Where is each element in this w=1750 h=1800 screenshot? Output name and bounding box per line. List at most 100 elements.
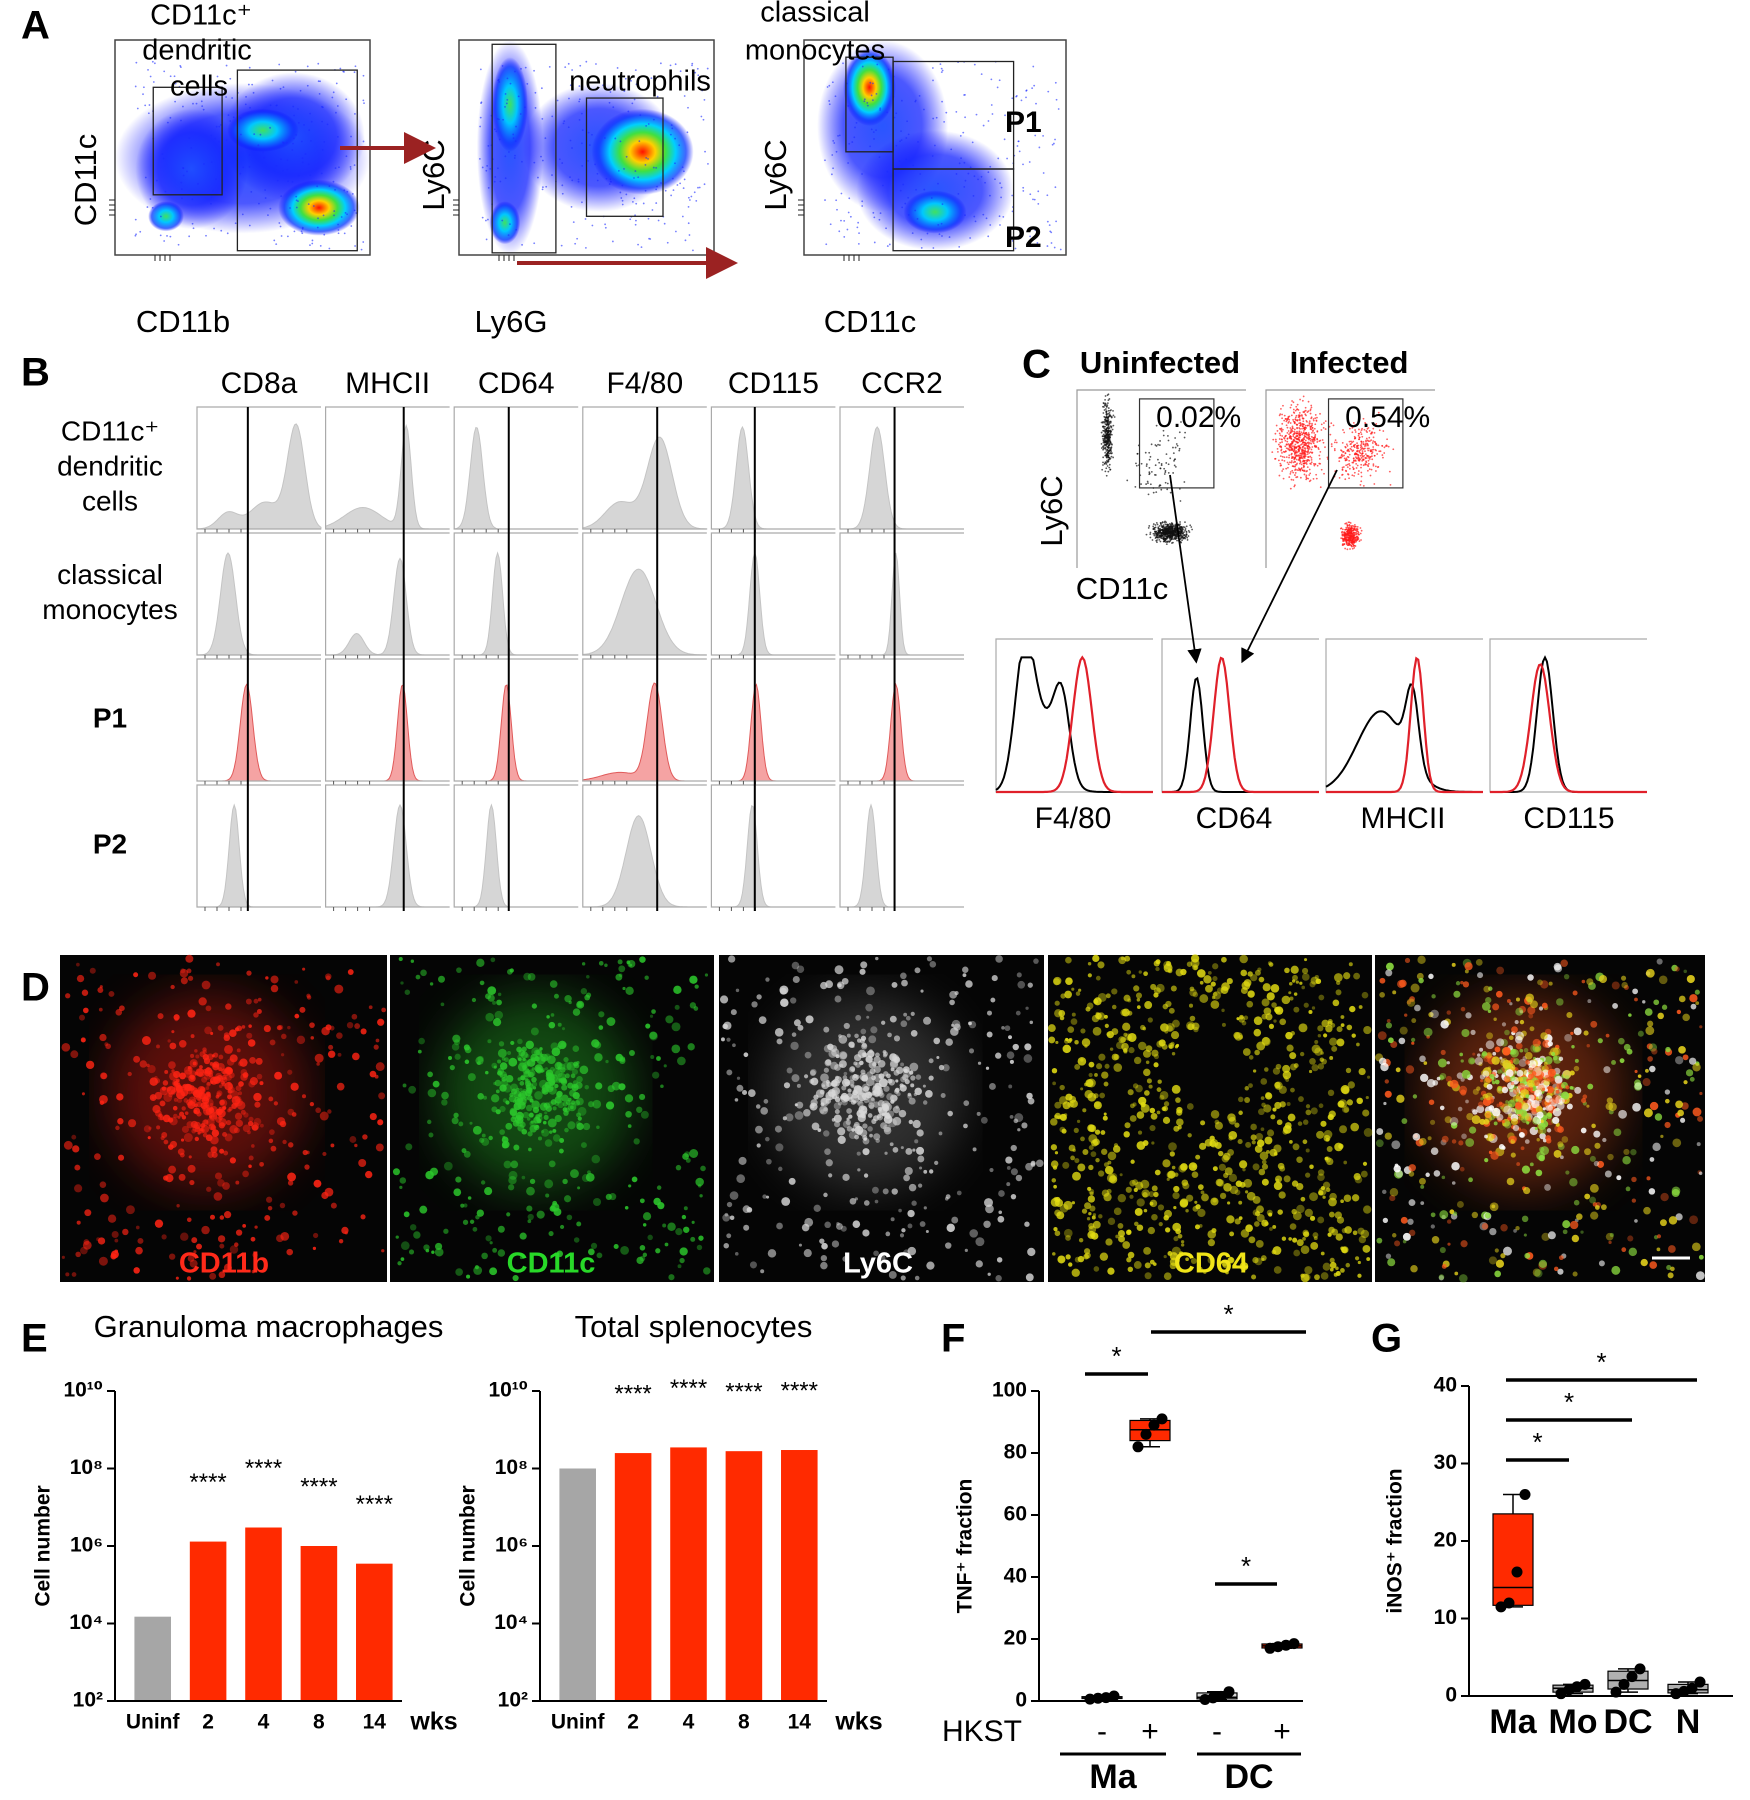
event-dot [1382,430,1385,432]
micrograph-cell [564,1127,569,1133]
event-dot [1304,443,1306,445]
micrograph-cell [905,1015,911,1021]
histogram [840,682,964,782]
micrograph-cell [922,1084,926,1088]
micrograph-cell [464,1059,470,1065]
micrograph-cell [506,1050,512,1056]
event-dot [1288,449,1291,452]
event-dot [861,205,864,207]
micrograph-cell [810,1104,815,1109]
micrograph-cell [986,1010,992,1016]
event-dot [1356,525,1359,528]
event-dot [1161,532,1164,535]
micrograph-cell [219,1099,225,1106]
micrograph-cell [148,971,157,980]
histogram-frame [325,784,450,908]
event-dot [904,202,907,205]
event-dot [1145,463,1148,466]
event-dot [1292,435,1295,438]
event-dot [1000,196,1002,199]
event-dot [1341,534,1344,537]
event-dot [1290,404,1293,406]
event-dot [1330,422,1333,425]
micrograph-cell [309,1022,315,1028]
event-dot [1316,441,1319,443]
event-dot [1364,453,1367,456]
micrograph-cell [561,1094,569,1102]
event-dot [1314,445,1317,448]
event-dot [692,249,694,252]
event-dot [278,222,281,224]
event-dot [1284,439,1287,442]
micrograph-cell [180,1138,185,1142]
event-dot [1350,440,1352,443]
event-dot [1155,530,1157,533]
micrograph-cell [901,979,908,987]
event-dot [289,207,291,209]
micrograph-cell [248,1155,254,1161]
event-dot [1373,431,1376,434]
micrograph-cell [552,1068,561,1077]
event-dot [578,98,581,101]
event-dot [1347,473,1350,476]
micrograph-cell [820,1109,825,1114]
event-dot [1154,533,1157,535]
micrograph-cell [238,1081,244,1087]
event-dot [1303,469,1306,472]
event-dot [569,139,572,142]
micrograph-cell [437,975,446,983]
event-dot [923,188,926,191]
micrograph-cell [96,1237,101,1242]
event-dot [560,244,563,247]
event-dot [513,157,516,159]
micrograph-cell [475,1056,484,1065]
histogram [454,551,579,656]
event-dot [1102,429,1105,432]
event-dot [1308,424,1311,426]
micrograph-cell [886,1093,894,1101]
micrograph-cell [399,1177,407,1184]
micrograph-cell [575,1121,581,1127]
micrograph-cell [989,1083,996,1090]
event-dot [1383,452,1386,454]
micrograph-cell [176,1204,180,1208]
event-dot [526,82,529,85]
micrograph-cell [851,1044,855,1048]
event-dot [1159,522,1162,524]
event-dot [1310,435,1313,438]
event-dot [973,175,976,178]
event-dot [333,214,335,217]
event-dot [972,194,975,197]
event-dot [1312,442,1315,445]
event-dot [1106,434,1109,437]
event-dot [1312,436,1315,439]
micrograph-cell [508,1184,515,1191]
micrograph-cell [250,1236,256,1242]
event-dot [340,216,343,218]
event-dot [1165,541,1167,544]
event-dot [587,131,590,134]
event-dot [941,100,943,103]
micrograph-cell [805,1015,814,1024]
micrograph-cell [675,1228,683,1236]
event-dot [215,178,217,180]
micrograph-cell [505,1122,513,1130]
micrograph-cell [576,1221,582,1227]
micrograph-cell [586,975,590,979]
event-dot [1352,468,1355,471]
micrograph-cell [775,1143,784,1152]
event-dot [656,95,659,98]
micrograph-cell [358,1158,367,1167]
micrograph-cell [990,997,996,1003]
micrograph-cell [175,1276,179,1280]
event-dot [512,133,515,136]
event-dot [1173,464,1176,467]
event-dot [1046,194,1049,197]
event-dot [1160,488,1163,491]
micrograph-cell [499,1062,508,1070]
micrograph-cell [189,1180,195,1186]
event-dot [1306,411,1309,414]
micrograph-cell [80,1246,88,1255]
event-dot [506,98,509,101]
event-dot [551,115,554,118]
